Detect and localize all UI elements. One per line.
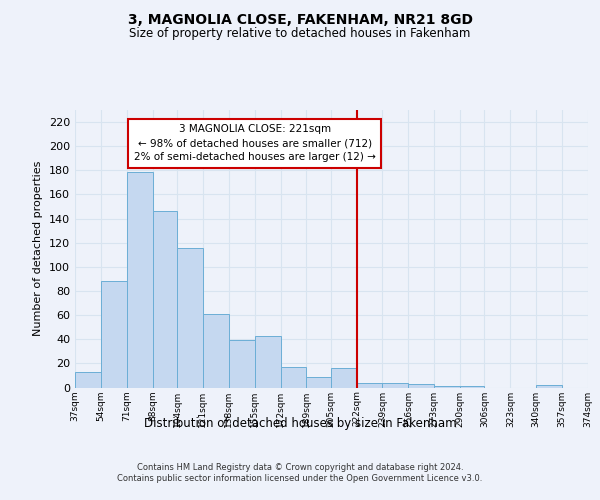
Bar — [127, 172, 152, 388]
Bar — [229, 340, 254, 388]
Bar — [331, 368, 356, 388]
Bar — [409, 384, 434, 388]
Bar — [177, 248, 203, 388]
Bar — [356, 382, 382, 388]
Bar — [536, 385, 562, 388]
Bar — [152, 212, 177, 388]
Bar — [203, 314, 229, 388]
Y-axis label: Number of detached properties: Number of detached properties — [34, 161, 43, 336]
Bar — [307, 376, 331, 388]
Text: Distribution of detached houses by size in Fakenham: Distribution of detached houses by size … — [143, 418, 457, 430]
Bar — [434, 386, 460, 388]
Text: 3, MAGNOLIA CLOSE, FAKENHAM, NR21 8GD: 3, MAGNOLIA CLOSE, FAKENHAM, NR21 8GD — [128, 12, 473, 26]
Bar — [75, 372, 101, 388]
Bar — [281, 367, 307, 388]
Bar — [101, 282, 127, 388]
Bar — [460, 386, 484, 388]
Text: Size of property relative to detached houses in Fakenham: Size of property relative to detached ho… — [130, 28, 470, 40]
Bar — [382, 382, 409, 388]
Bar — [254, 336, 281, 388]
Text: 3 MAGNOLIA CLOSE: 221sqm
← 98% of detached houses are smaller (712)
2% of semi-d: 3 MAGNOLIA CLOSE: 221sqm ← 98% of detach… — [134, 124, 376, 162]
Text: Contains HM Land Registry data © Crown copyright and database right 2024.: Contains HM Land Registry data © Crown c… — [137, 462, 463, 471]
Text: Contains public sector information licensed under the Open Government Licence v3: Contains public sector information licen… — [118, 474, 482, 483]
